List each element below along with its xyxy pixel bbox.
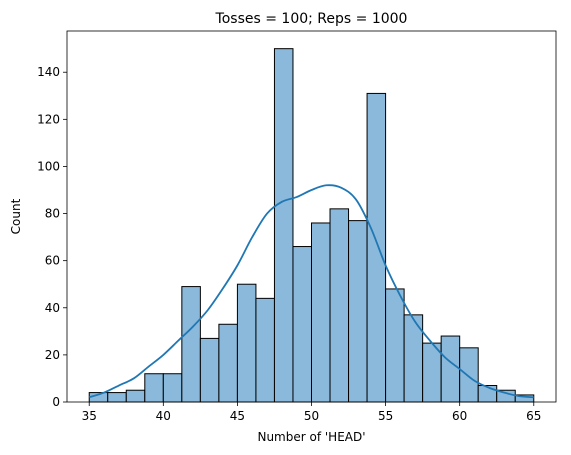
x-tick-label: 40: [156, 409, 171, 423]
y-tick-label: 60: [45, 254, 60, 268]
y-tick-label: 80: [45, 207, 60, 221]
histogram-bar: [422, 342, 442, 403]
histogram-bar: [107, 392, 127, 403]
histogram-bar: [311, 222, 331, 403]
histogram-bar: [292, 246, 312, 403]
y-tick-label: 100: [37, 159, 60, 173]
histogram-bar: [440, 335, 461, 403]
y-axis-ticks: 0 20 40 60 80 100 120 140: [37, 65, 67, 409]
histogram-bar: [162, 373, 183, 403]
y-tick-label: 0: [52, 395, 60, 409]
x-tick-label: 65: [526, 409, 541, 423]
histogram-bar: [385, 288, 405, 403]
x-tick-label: 55: [378, 409, 393, 423]
histogram-bar: [144, 373, 164, 403]
y-tick-label: 120: [37, 112, 60, 126]
histogram-bar: [125, 389, 146, 403]
y-tick-label: 40: [45, 301, 60, 315]
chart-title: Tosses = 100; Reps = 1000: [215, 11, 408, 27]
histogram-bars: [88, 48, 535, 403]
histogram-bar: [366, 92, 387, 403]
histogram-bar: [199, 337, 220, 403]
histogram-bar: [273, 48, 294, 403]
x-tick-label: 60: [452, 409, 467, 423]
y-tick-label: 140: [37, 65, 60, 79]
x-tick-label: 50: [304, 409, 319, 423]
histogram-bar: [218, 323, 238, 403]
histogram-bar: [181, 286, 201, 403]
x-axis-ticks: 35 40 45 50 55 60 65: [82, 402, 541, 423]
y-tick-label: 20: [45, 348, 60, 362]
histogram-bar: [236, 283, 257, 403]
histogram-bar: [459, 347, 479, 403]
x-tick-label: 35: [82, 409, 97, 423]
histogram-bar: [255, 297, 275, 403]
histogram-bar: [329, 208, 350, 403]
x-tick-label: 45: [230, 409, 245, 423]
kde-curve: [88, 184, 534, 399]
histogram-bar: [348, 220, 368, 403]
x-axis-label: Number of 'HEAD': [257, 430, 365, 444]
y-axis-label: Count: [9, 198, 23, 234]
